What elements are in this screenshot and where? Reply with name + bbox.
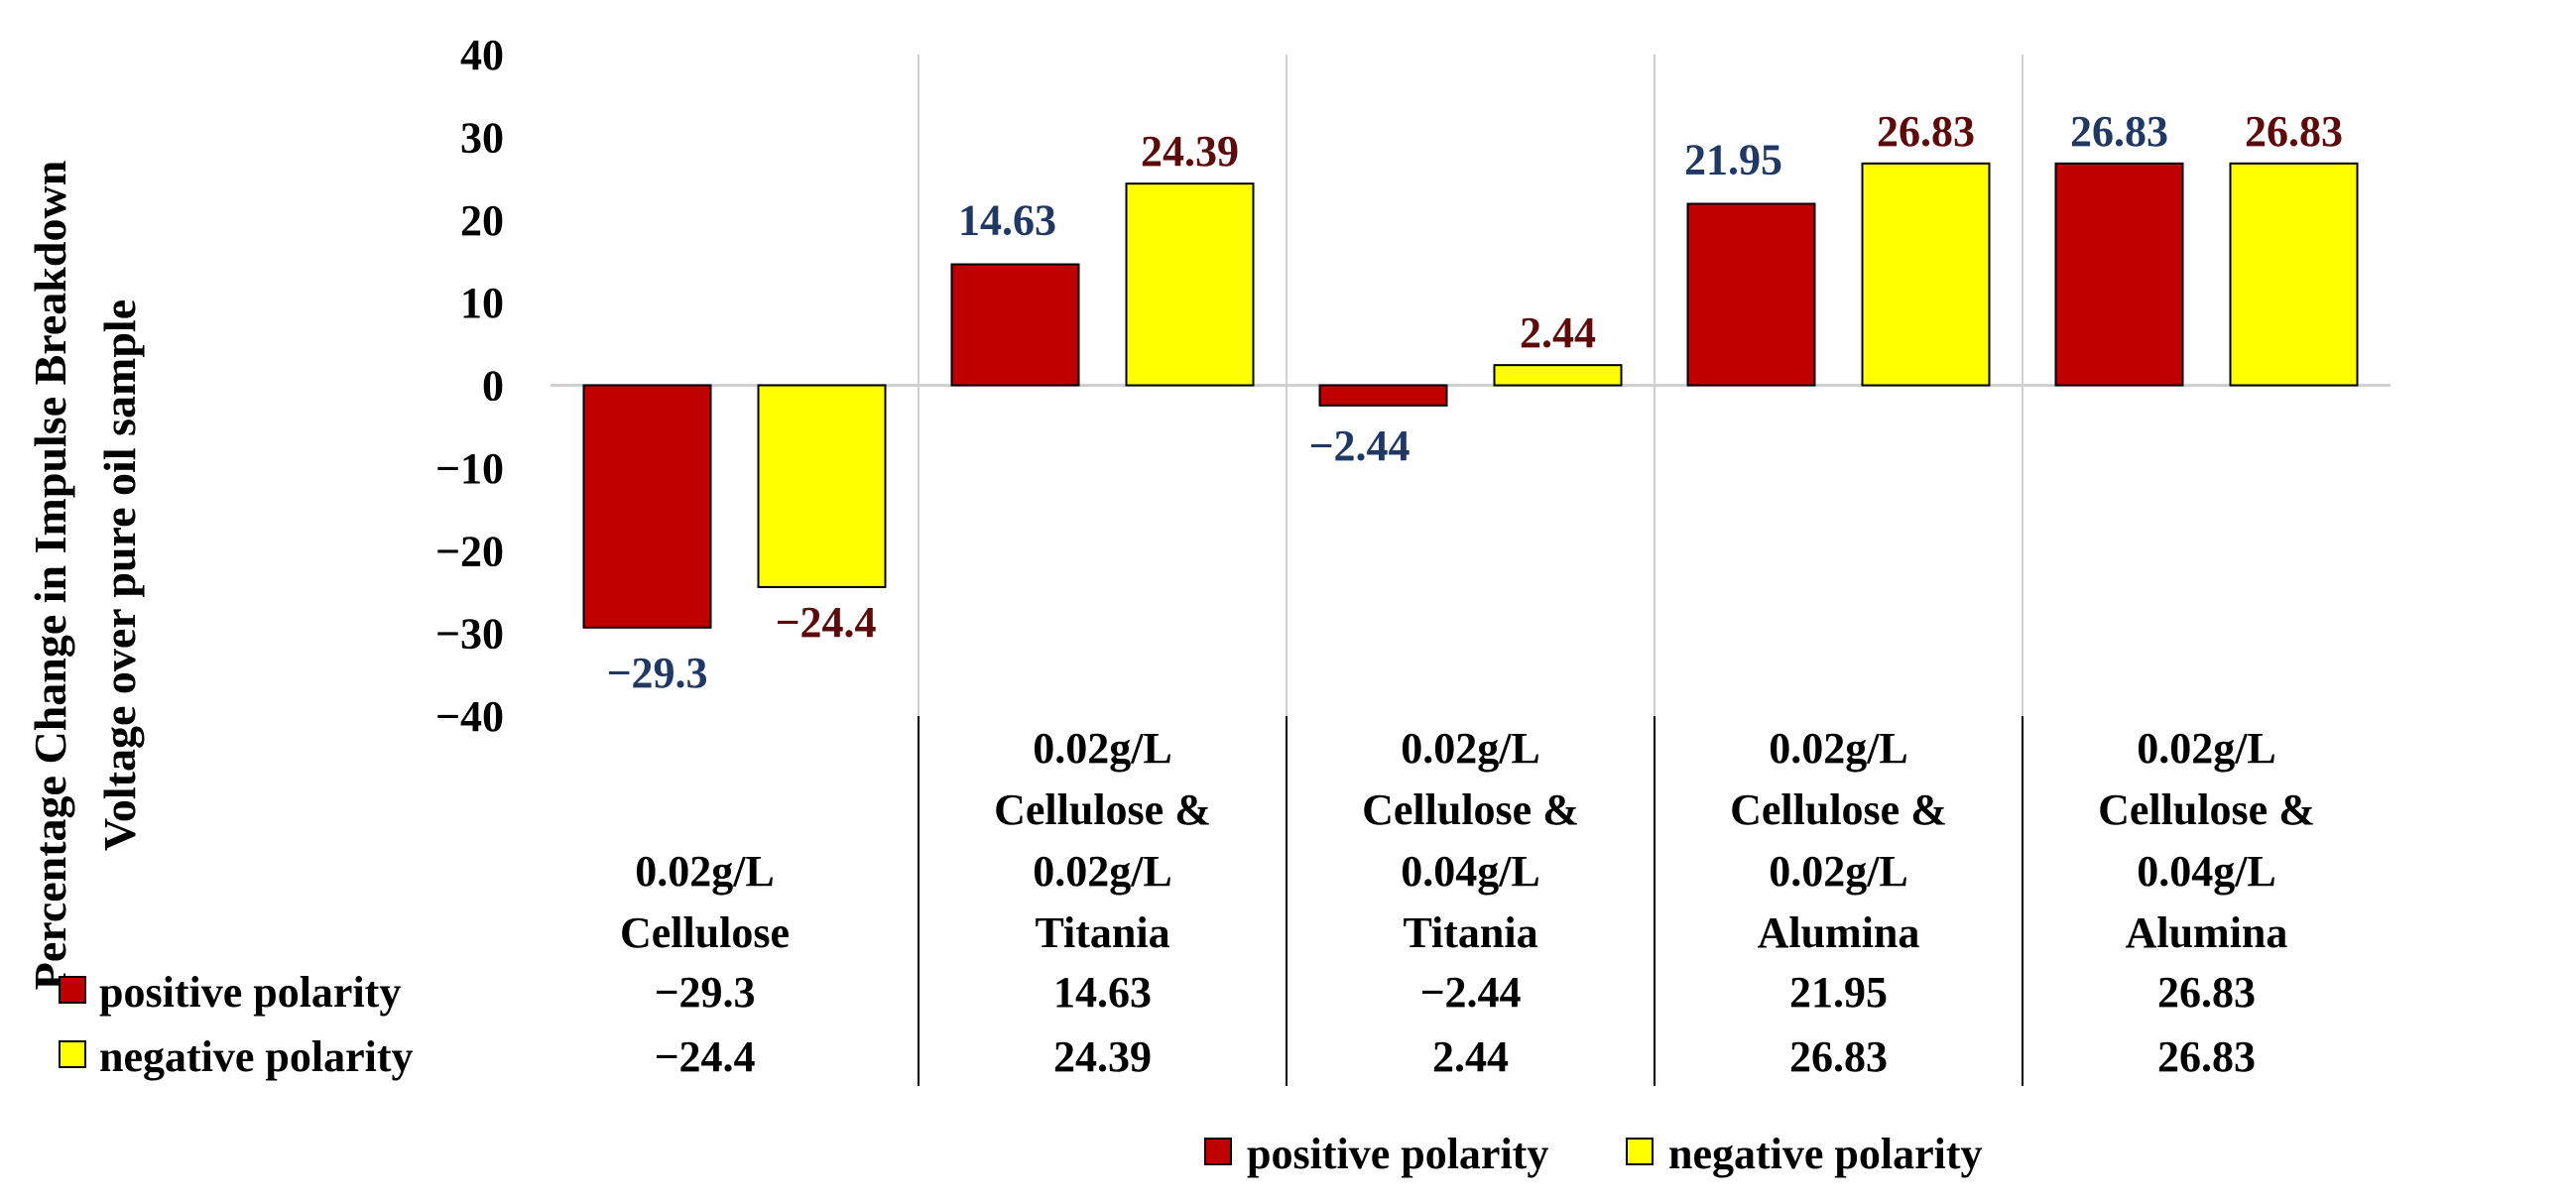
- category-label-line: 0.02g/L: [1769, 724, 1908, 773]
- category-label-line: Cellulose &: [1362, 785, 1579, 834]
- table-cell: 26.83: [1789, 1032, 1888, 1081]
- category-labels: 0.02g/L Cellulose 0.02g/L Cellulose & 0.02g/…: [620, 724, 2315, 957]
- category-label-line: 0.02g/L: [2137, 724, 2276, 773]
- category-label-line: 0.02g/L: [635, 847, 775, 896]
- category-label-line: 0.02g/L: [1769, 847, 1908, 896]
- category-label-line: 0.02g/L: [1033, 724, 1172, 773]
- y-tick-label: 10: [460, 279, 504, 327]
- bar-negative-polarity: [1493, 364, 1623, 387]
- bar-negative-polarity: [1861, 162, 1991, 387]
- category-label-line: Titania: [1403, 908, 1537, 957]
- table-cell: 26.83: [2157, 968, 2256, 1017]
- category-label-line: Alumina: [1758, 908, 1920, 957]
- table-cell: 26.83: [2157, 1032, 2256, 1081]
- legend-key-positive: [1204, 1138, 1232, 1165]
- y-tick-label: −10: [435, 444, 504, 493]
- y-tick-label: −40: [435, 692, 504, 741]
- bars: [582, 162, 2359, 629]
- category-label-line: Cellulose &: [2098, 785, 2315, 834]
- table-row-label: negative polarity: [99, 1032, 414, 1081]
- category-label-line: 0.02g/L: [1401, 724, 1540, 773]
- bar-positive-polarity: [2054, 162, 2184, 387]
- table-legend-key: [59, 976, 86, 1004]
- category-label-line: 0.04g/L: [2137, 847, 2276, 896]
- y-axis-label: Percentage Change in Impulse Breakdown Vo…: [25, 161, 145, 991]
- data-label: −29.3: [606, 649, 707, 697]
- bar-positive-polarity: [1686, 202, 1816, 387]
- category-label-line: 0.02g/L: [1033, 847, 1172, 896]
- category-label-line: Cellulose &: [1730, 785, 1947, 834]
- bar-positive-polarity: [950, 263, 1080, 387]
- y-axis-label-line-1: Percentage Change in Impulse Breakdown: [25, 161, 75, 991]
- y-axis-label-line-2: Voltage over pure oil sample: [94, 300, 145, 851]
- y-tick-label: 0: [482, 362, 504, 411]
- data-label: 26.83: [2070, 107, 2168, 156]
- bar-negative-polarity: [2229, 162, 2359, 387]
- data-label: 14.63: [958, 196, 1056, 245]
- y-tick-label: −20: [435, 527, 504, 575]
- table-cell: 24.39: [1053, 1032, 1152, 1081]
- bar-positive-polarity: [1318, 384, 1448, 407]
- table-cell: 21.95: [1789, 968, 1888, 1017]
- y-tick-label: 30: [460, 113, 504, 162]
- legend-label-positive: positive polarity: [1247, 1130, 1548, 1178]
- category-label-line: 0.04g/L: [1401, 847, 1540, 896]
- data-table: positive polarity −29.3 14.63 −2.44 21.95 26.…: [59, 968, 2256, 1081]
- legend: positive polarity negative polarity: [1204, 1130, 1983, 1178]
- y-axis: 40 30 20 10 0 −10 −20 −30 −40: [435, 31, 504, 741]
- category-label-line: Alumina: [2126, 908, 2288, 957]
- y-tick-label: 40: [460, 31, 504, 79]
- legend-label-negative: negative polarity: [1668, 1130, 1983, 1178]
- data-label: 26.83: [1877, 107, 1975, 156]
- table-cell: 2.44: [1432, 1032, 1509, 1081]
- y-tick-label: 20: [460, 196, 504, 245]
- category-label-line: Cellulose &: [994, 785, 1211, 834]
- bar-positive-polarity: [582, 384, 712, 629]
- data-label: 2.44: [1520, 308, 1596, 357]
- category-label-line: Cellulose: [620, 908, 790, 957]
- table-row-label: positive polarity: [99, 968, 401, 1017]
- data-labels: −29.3 −24.4 14.63 24.39 −2.44 2.44 21.95 26.83 2…: [606, 107, 2343, 697]
- table-legend-key: [59, 1040, 86, 1068]
- data-label: 26.83: [2245, 107, 2343, 156]
- y-tick-label: −30: [435, 610, 504, 659]
- table-cell: −24.4: [654, 1032, 755, 1081]
- data-label: −2.44: [1308, 421, 1410, 470]
- legend-key-negative: [1626, 1138, 1654, 1165]
- data-label: −24.4: [775, 598, 876, 647]
- category-label-line: Titania: [1035, 908, 1169, 957]
- bar-negative-polarity: [1125, 182, 1255, 387]
- data-label: 21.95: [1684, 135, 1782, 183]
- data-label: 24.39: [1141, 127, 1239, 176]
- table-cell: −2.44: [1419, 968, 1521, 1017]
- table-cell: −29.3: [654, 968, 755, 1017]
- table-cell: 14.63: [1053, 968, 1152, 1017]
- bar-negative-polarity: [757, 384, 887, 588]
